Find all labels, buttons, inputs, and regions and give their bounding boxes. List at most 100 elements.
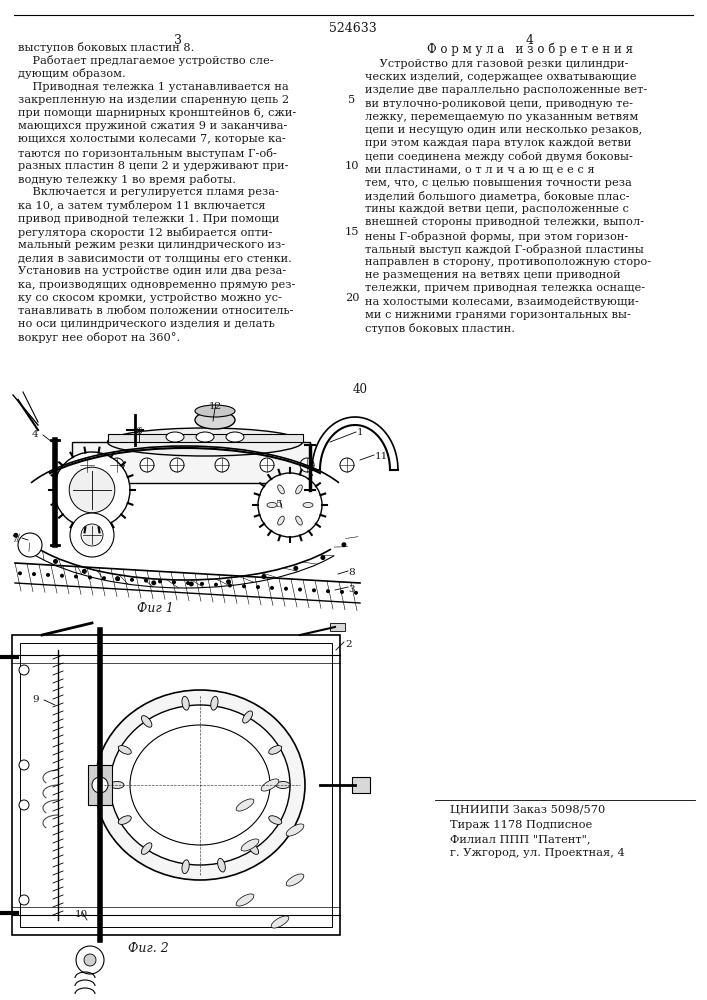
Text: ку со скосом кромки, устройство можно ус-: ку со скосом кромки, устройство можно ус…: [18, 293, 282, 303]
Text: мальный режим резки цилиндрического из-: мальный режим резки цилиндрического из-: [18, 240, 285, 250]
Text: не размещения на ветвях цепи приводной: не размещения на ветвях цепи приводной: [365, 270, 621, 280]
Text: г. Ужгород, ул. Проектная, 4: г. Ужгород, ул. Проектная, 4: [450, 848, 625, 858]
Text: 20: 20: [345, 293, 359, 303]
Circle shape: [102, 576, 106, 580]
Circle shape: [262, 574, 267, 579]
Ellipse shape: [286, 824, 304, 836]
Circle shape: [60, 574, 64, 578]
Ellipse shape: [196, 432, 214, 442]
Ellipse shape: [278, 516, 284, 525]
Circle shape: [354, 591, 358, 595]
Text: Фиг 1: Фиг 1: [136, 602, 173, 615]
Circle shape: [30, 547, 35, 552]
Circle shape: [258, 473, 322, 537]
Circle shape: [18, 571, 22, 575]
Ellipse shape: [286, 874, 304, 886]
Text: вокруг нее оборот на 360°.: вокруг нее оборот на 360°.: [18, 332, 180, 343]
Ellipse shape: [195, 411, 235, 429]
Text: 40: 40: [353, 383, 368, 396]
Circle shape: [70, 513, 114, 557]
Text: 12: 12: [209, 402, 221, 411]
Ellipse shape: [211, 696, 218, 710]
Text: разных пластин 8 цепи 2 и удерживают при-: разных пластин 8 цепи 2 и удерживают при…: [18, 161, 288, 171]
Ellipse shape: [182, 696, 189, 710]
Text: закрепленную на изделии спаренную цепь 2: закрепленную на изделии спаренную цепь 2: [18, 95, 289, 105]
Text: привод приводной тележки 1. При помощи: привод приводной тележки 1. При помощи: [18, 214, 279, 224]
Circle shape: [19, 760, 29, 770]
Text: внешней стороны приводной тележки, выпол-: внешней стороны приводной тележки, выпол…: [365, 217, 644, 227]
Text: ступов боковых пластин.: ступов боковых пластин.: [365, 323, 515, 334]
Text: ми с нижними гранями горизонтальных вы-: ми с нижними гранями горизонтальных вы-: [365, 310, 631, 320]
Bar: [108, 434, 303, 442]
Circle shape: [18, 533, 42, 557]
Circle shape: [293, 566, 298, 571]
Circle shape: [312, 588, 316, 592]
Text: ка 10, а затем тумблером 11 включается: ка 10, а затем тумблером 11 включается: [18, 200, 266, 211]
Text: Тираж 1178 Подписное: Тираж 1178 Подписное: [450, 820, 592, 830]
Ellipse shape: [243, 711, 252, 723]
Circle shape: [242, 584, 246, 588]
Ellipse shape: [166, 432, 184, 442]
Bar: [20, 643, 332, 927]
Circle shape: [300, 458, 314, 472]
Text: при этом каждая пара втулок каждой ветви: при этом каждая пара втулок каждой ветви: [365, 138, 631, 148]
Ellipse shape: [110, 782, 124, 788]
Ellipse shape: [278, 485, 284, 494]
Text: тины каждой ветви цепи, расположенные с: тины каждой ветви цепи, расположенные с: [365, 204, 629, 214]
Text: 8: 8: [348, 568, 355, 577]
Circle shape: [226, 579, 231, 584]
Ellipse shape: [118, 746, 132, 754]
Circle shape: [115, 576, 120, 581]
Ellipse shape: [269, 746, 281, 754]
Circle shape: [140, 458, 154, 472]
Circle shape: [326, 589, 330, 593]
Text: танавливать в любом положении относитель-: танавливать в любом положении относитель…: [18, 306, 293, 316]
Circle shape: [228, 583, 232, 587]
Text: 9: 9: [33, 695, 40, 704]
Bar: [12, 635, 340, 935]
Text: 10: 10: [75, 910, 88, 919]
Text: 6: 6: [136, 427, 142, 436]
Ellipse shape: [118, 816, 132, 824]
Circle shape: [341, 542, 346, 547]
Circle shape: [19, 895, 29, 905]
Text: 3: 3: [174, 34, 182, 47]
Text: Приводная тележка 1 устанавливается на: Приводная тележка 1 устанавливается на: [18, 82, 288, 92]
Text: изделие две параллельно расположенные вет-: изделие две параллельно расположенные ве…: [365, 85, 647, 95]
Ellipse shape: [267, 502, 277, 508]
Text: делия в зависимости от толщины его стенки.: делия в зависимости от толщины его стенк…: [18, 253, 292, 263]
Text: 5: 5: [349, 95, 356, 105]
Circle shape: [170, 458, 184, 472]
Ellipse shape: [248, 843, 259, 854]
Circle shape: [186, 581, 190, 585]
Text: тальный выступ каждой Г-образной пластины: тальный выступ каждой Г-образной пластин…: [365, 244, 644, 255]
Ellipse shape: [130, 725, 270, 845]
Text: но оси цилиндрического изделия и делать: но оси цилиндрического изделия и делать: [18, 319, 275, 329]
Circle shape: [53, 559, 58, 564]
Text: 4: 4: [32, 430, 38, 439]
Text: ка, производящих одновременно прямую рез-: ка, производящих одновременно прямую рез…: [18, 280, 296, 290]
Ellipse shape: [296, 485, 303, 494]
Circle shape: [84, 954, 96, 966]
Circle shape: [19, 665, 29, 675]
Ellipse shape: [303, 502, 313, 508]
Text: изделий большого диаметра, боковые плас-: изделий большого диаметра, боковые плас-: [365, 191, 629, 202]
Text: Фиг. 2: Фиг. 2: [128, 942, 168, 955]
Ellipse shape: [276, 782, 290, 788]
Circle shape: [88, 575, 92, 579]
Ellipse shape: [241, 839, 259, 851]
Text: выступов боковых пластин 8.: выступов боковых пластин 8.: [18, 42, 194, 53]
Circle shape: [215, 458, 229, 472]
Text: направлен в сторону, противоположную сторо-: направлен в сторону, противоположную сто…: [365, 257, 651, 267]
Text: ческих изделий, содержащее охватывающие: ческих изделий, содержащее охватывающие: [365, 72, 636, 82]
Text: ющихся холостыми колесами 7, которые ка-: ющихся холостыми колесами 7, которые ка-: [18, 134, 286, 144]
Text: таются по горизонтальным выступам Г-об-: таются по горизонтальным выступам Г-об-: [18, 148, 277, 159]
Circle shape: [214, 583, 218, 587]
Text: водную тележку 1 во время работы.: водную тележку 1 во время работы.: [18, 174, 236, 185]
Ellipse shape: [261, 779, 279, 791]
Text: ви втулочно-роликовой цепи, приводную те-: ви втулочно-роликовой цепи, приводную те…: [365, 99, 633, 109]
Circle shape: [340, 458, 354, 472]
Ellipse shape: [271, 916, 289, 928]
Bar: [72, 442, 310, 483]
Circle shape: [151, 580, 156, 585]
